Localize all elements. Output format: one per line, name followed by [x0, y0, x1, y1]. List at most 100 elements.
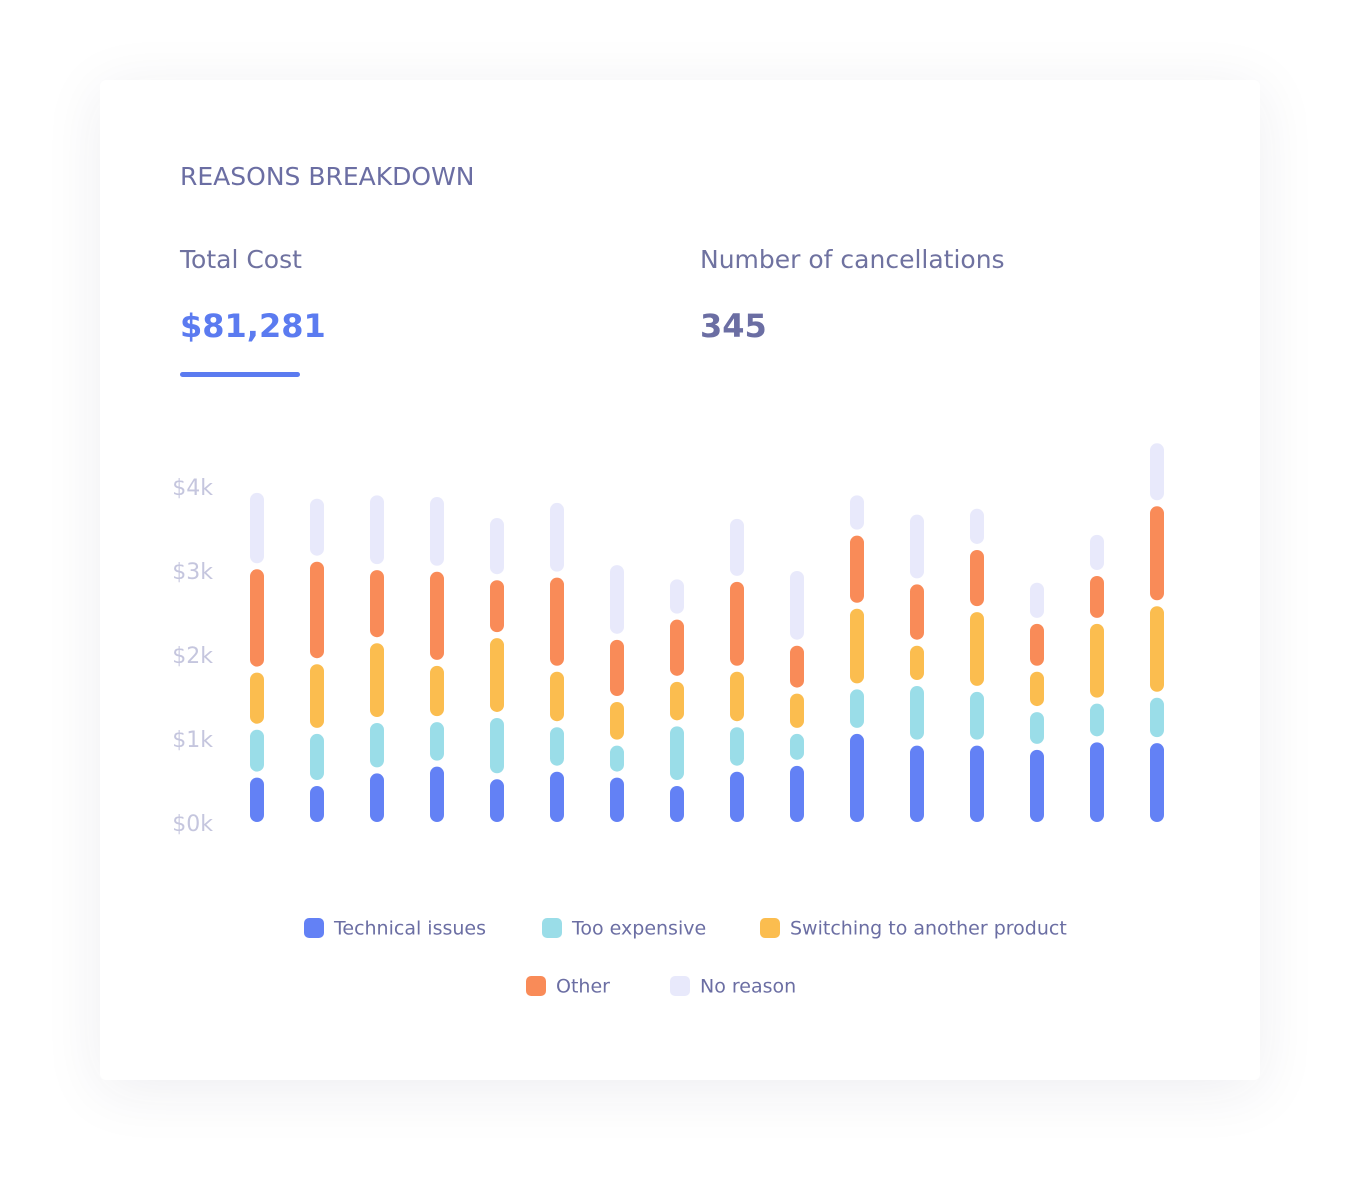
- bar-segment: [370, 570, 384, 638]
- active-underline: [180, 372, 300, 377]
- bar-segment: [850, 535, 864, 603]
- legend-swatch: [526, 976, 546, 996]
- metric-label: Total Cost: [179, 245, 302, 274]
- bar-segment: [1090, 576, 1104, 618]
- metric-value: 345: [700, 307, 767, 345]
- bar-segment: [1030, 749, 1044, 822]
- bar-segment: [490, 638, 504, 712]
- bar-segment: [1150, 697, 1164, 738]
- bar-segment: [970, 612, 984, 686]
- legend-swatch: [304, 918, 324, 938]
- bar-segment: [910, 514, 924, 579]
- legend-label: No reason: [700, 976, 796, 998]
- bar-segment: [730, 771, 744, 822]
- bar-segment: [970, 691, 984, 740]
- bar-segment: [550, 577, 564, 666]
- card-title: REASONS BREAKDOWN: [180, 162, 475, 191]
- bar-segment: [370, 773, 384, 822]
- bar-segment: [550, 502, 564, 572]
- metric-label: Number of cancellations: [700, 245, 1005, 274]
- bar-segment: [610, 777, 624, 822]
- bar-segment: [670, 619, 684, 676]
- bar-segment: [430, 665, 444, 717]
- legend-label: Too expensive: [571, 918, 706, 940]
- bar-segment: [1030, 582, 1044, 618]
- bar-segment: [850, 495, 864, 530]
- y-tick-label: $4k: [172, 476, 213, 501]
- bar-segment: [1150, 506, 1164, 601]
- bar-segment: [550, 671, 564, 722]
- bar-segment: [550, 727, 564, 766]
- bar-segment: [250, 569, 264, 667]
- bar-segment: [670, 579, 684, 614]
- bar-segment: [1090, 703, 1104, 737]
- card: [100, 80, 1260, 1080]
- bar-segment: [790, 733, 804, 760]
- bar-segment: [790, 570, 804, 640]
- bar-segment: [1090, 623, 1104, 698]
- bar-segment: [910, 745, 924, 822]
- bar-segment: [850, 733, 864, 822]
- bar-segment: [610, 639, 624, 696]
- bar-segment: [250, 729, 264, 772]
- bar-segment: [370, 495, 384, 565]
- bar-segment: [1150, 743, 1164, 822]
- bar-segment: [1150, 443, 1164, 501]
- y-tick-label: $2k: [172, 644, 213, 669]
- bar-segment: [730, 581, 744, 666]
- bar-segment: [790, 765, 804, 822]
- legend-label: Technical issues: [333, 918, 486, 940]
- bar-segment: [1090, 534, 1104, 570]
- legend-swatch: [670, 976, 690, 996]
- bar-segment: [910, 686, 924, 740]
- bar-segment: [490, 779, 504, 822]
- bar-segment: [610, 702, 624, 740]
- metric-value: $81,281: [180, 307, 326, 345]
- y-tick-label: $0k: [172, 812, 213, 837]
- bar-segment: [970, 508, 984, 544]
- legend-label: Switching to another product: [790, 918, 1067, 940]
- bar-segment: [430, 766, 444, 822]
- bar-segment: [430, 497, 444, 566]
- bar-segment: [850, 608, 864, 684]
- bar-segment: [610, 565, 624, 634]
- legend-swatch: [760, 918, 780, 938]
- bar-segment: [1090, 742, 1104, 822]
- bar-segment: [310, 498, 324, 556]
- bar-segment: [730, 671, 744, 722]
- legend-label: Other: [556, 976, 610, 998]
- bar-segment: [1030, 712, 1044, 744]
- bar-segment: [490, 518, 504, 575]
- bar-segment: [250, 777, 264, 822]
- bar-segment: [910, 645, 924, 681]
- bar-segment: [310, 561, 324, 659]
- bar-segment: [1150, 606, 1164, 692]
- bar-segment: [910, 584, 924, 640]
- bar-segment: [670, 726, 684, 780]
- bar-segment: [250, 672, 264, 724]
- legend-swatch: [542, 918, 562, 938]
- bar-segment: [310, 786, 324, 822]
- bar-segment: [730, 727, 744, 766]
- bar-segment: [430, 722, 444, 761]
- bar-segment: [790, 645, 804, 688]
- y-tick-label: $1k: [172, 728, 213, 753]
- bar-segment: [670, 681, 684, 721]
- bar-segment: [310, 733, 324, 780]
- bar-segment: [490, 580, 504, 633]
- bar-segment: [370, 723, 384, 768]
- bar-segment: [430, 571, 444, 660]
- bar-segment: [670, 786, 684, 822]
- bar-segment: [1030, 623, 1044, 666]
- y-tick-label: $3k: [172, 560, 213, 585]
- bar-segment: [730, 518, 744, 576]
- bar-segment: [970, 745, 984, 822]
- bar-segment: [250, 492, 264, 564]
- bar-segment: [790, 693, 804, 728]
- bar-segment: [610, 745, 624, 772]
- bar-segment: [1030, 671, 1044, 707]
- bar-segment: [550, 771, 564, 822]
- bar-segment: [310, 664, 324, 728]
- bar-segment: [490, 717, 504, 774]
